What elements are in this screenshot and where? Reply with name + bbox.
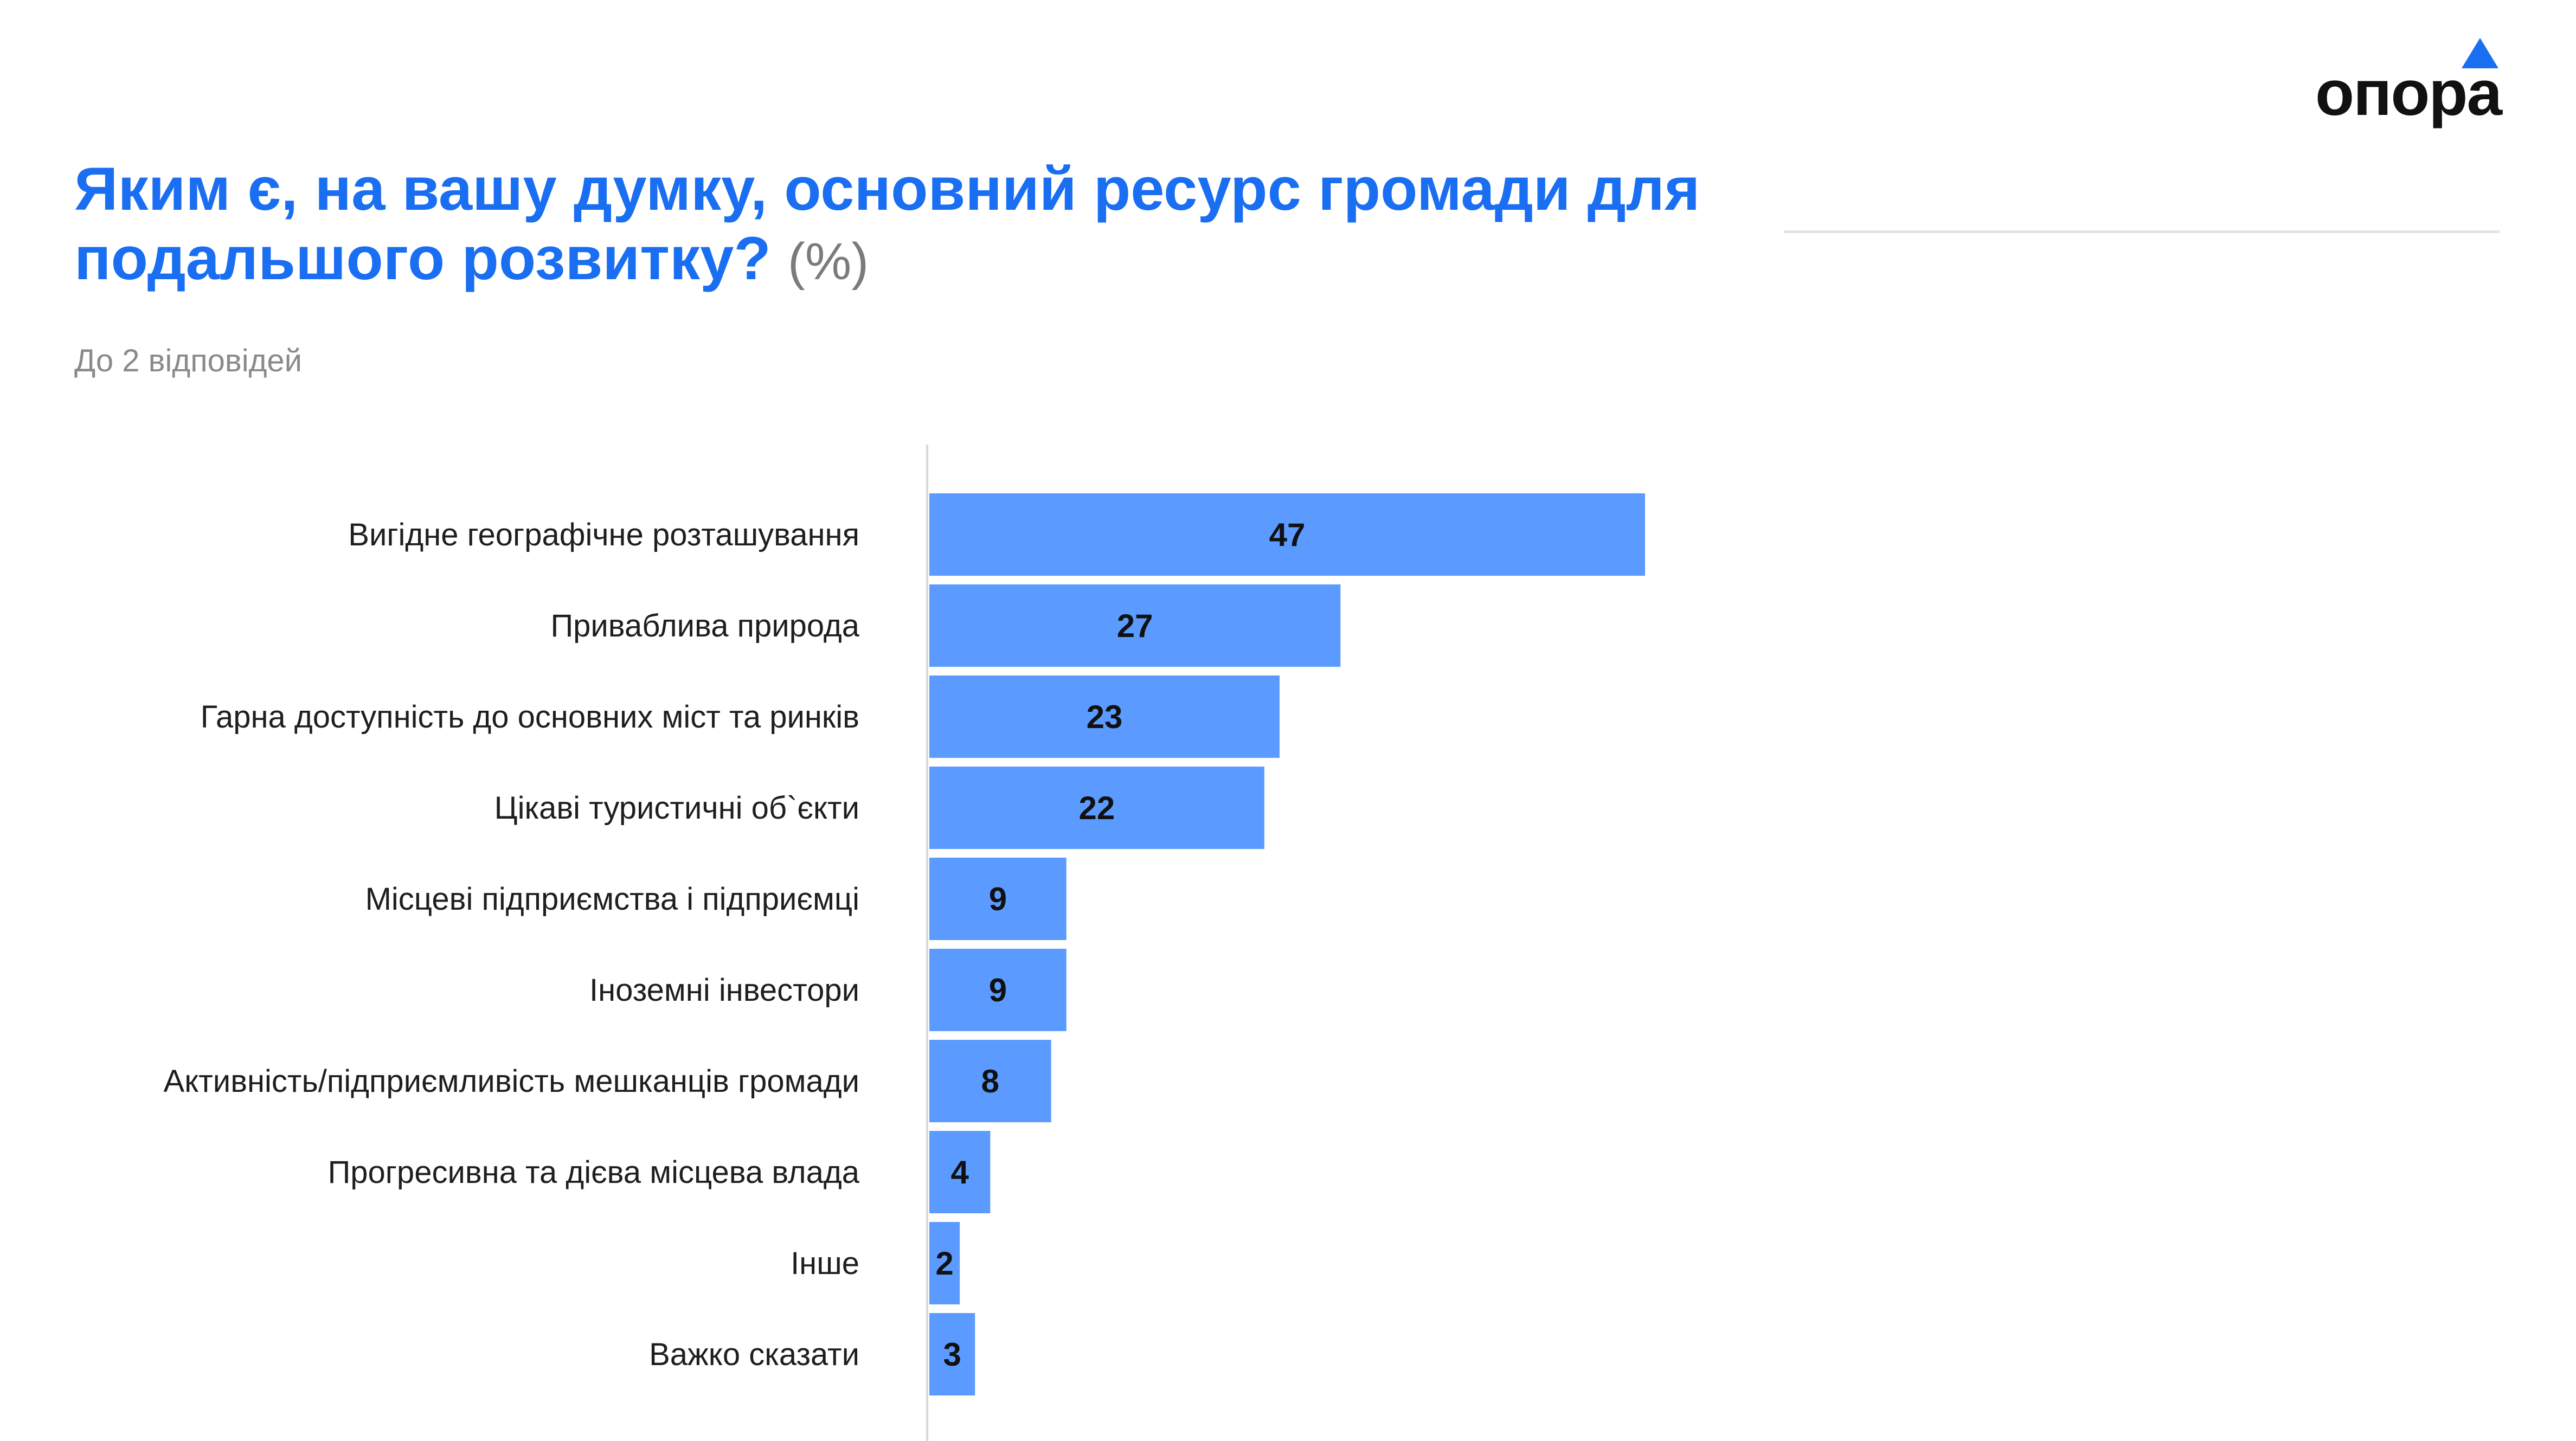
category-label: Гарна доступність до основних міст та ри…: [201, 699, 859, 735]
category-label: Важко сказати: [649, 1337, 859, 1372]
category-label: Приваблива природа: [550, 608, 859, 644]
data-label: 9: [989, 881, 1007, 917]
logo-triangle-icon: [2462, 38, 2498, 68]
bar: [929, 1040, 1051, 1122]
data-label: 9: [989, 972, 1007, 1008]
bar: [929, 493, 1645, 576]
bar: [929, 1222, 960, 1304]
data-label: 22: [1079, 790, 1115, 826]
bar: [929, 1131, 991, 1213]
category-label: Місцеві підприємства і підприємці: [365, 882, 859, 917]
chart-subtitle: До 2 відповідей: [74, 343, 303, 378]
data-label: 27: [1117, 608, 1153, 644]
bar: [929, 584, 1341, 667]
category-label: Прогресивна та дієва місцева влада: [328, 1155, 860, 1190]
bar: [929, 949, 1067, 1031]
category-label: Активність/підприємливість мешканців гро…: [164, 1064, 859, 1099]
data-label: 23: [1087, 699, 1123, 735]
chart-title-text: Яким є, на вашу думку, основний ресурс г…: [74, 155, 1700, 292]
data-label: 2: [935, 1245, 953, 1282]
chart-title-unit: (%): [787, 233, 869, 291]
data-label: 3: [943, 1336, 961, 1373]
data-label: 47: [1269, 517, 1306, 553]
bar: [929, 1313, 975, 1395]
bar: [929, 676, 1280, 758]
category-label: Іноземні інвестори: [589, 973, 859, 1008]
opora-logo: опора: [2315, 38, 2505, 129]
category-label: Інше: [791, 1246, 859, 1281]
data-label: 4: [950, 1154, 969, 1191]
logo-text: опора: [2315, 57, 2502, 129]
chart-title: Яким є, на вашу думку, основний ресурс г…: [74, 155, 1755, 297]
category-label: Вигідне географічне розташування: [348, 517, 859, 552]
bar: [929, 767, 1264, 849]
data-label: 8: [981, 1063, 999, 1099]
bar: [929, 858, 1067, 940]
category-label: Цікаві туристичні об`єкти: [494, 790, 859, 826]
header-divider: [1784, 230, 2500, 233]
